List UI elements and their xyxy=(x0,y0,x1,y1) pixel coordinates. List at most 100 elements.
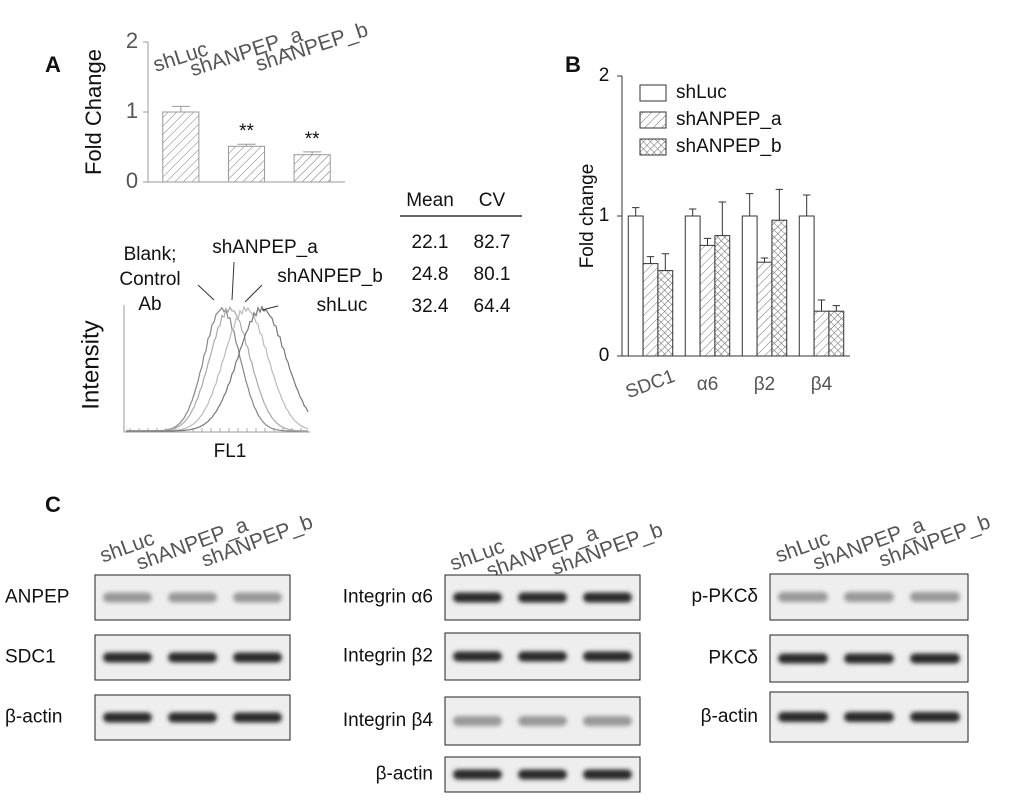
blot-label: p-PKCδ xyxy=(691,586,758,607)
curve-label: shANPEP_a xyxy=(212,237,318,258)
error-bar xyxy=(832,305,841,312)
x-axis-label: FL1 xyxy=(214,441,247,462)
x-tick-label: SDC1 xyxy=(623,366,678,403)
band xyxy=(518,716,567,726)
error-bar xyxy=(303,151,322,155)
band xyxy=(778,712,828,722)
bar xyxy=(627,215,644,357)
bar xyxy=(227,145,266,183)
bar xyxy=(771,219,788,357)
error-bar xyxy=(817,299,826,312)
band xyxy=(453,592,502,603)
band xyxy=(583,716,632,726)
blot-label: ANPEP xyxy=(5,587,69,608)
error-bar xyxy=(775,188,784,221)
y-tick-label: 1 xyxy=(599,205,610,226)
error-bar xyxy=(760,257,769,263)
error-bar xyxy=(237,143,256,147)
annotation: ** xyxy=(239,121,254,142)
panel-label: C xyxy=(45,492,61,517)
x-tick-label: α6 xyxy=(697,374,719,395)
band xyxy=(518,592,567,603)
blot xyxy=(94,634,291,681)
blot-label: β-actin xyxy=(5,707,62,728)
table-cell: 24.8 xyxy=(412,264,449,285)
annotation: ** xyxy=(305,129,320,150)
histogram-curve xyxy=(126,305,309,432)
curve-label: shANPEP_b xyxy=(277,266,383,287)
band xyxy=(103,652,152,663)
band xyxy=(844,592,894,602)
blot xyxy=(444,756,641,793)
table-cell: 64.4 xyxy=(474,296,511,317)
curve-label: Control xyxy=(119,269,180,290)
bar xyxy=(684,215,701,357)
legend-swatch xyxy=(639,111,667,129)
legend-swatch xyxy=(639,138,667,156)
leader-lines xyxy=(197,261,279,311)
error-bar xyxy=(688,208,697,216)
y-tick-label: 1 xyxy=(126,98,138,123)
error-bar xyxy=(171,105,190,112)
blot xyxy=(444,696,641,746)
table-cell: 32.4 xyxy=(412,296,449,317)
curve-label: Blank; xyxy=(124,244,177,265)
error-bar xyxy=(703,237,712,246)
table-cell: 80.1 xyxy=(474,264,511,285)
blot-label: β-actin xyxy=(376,764,433,785)
blot xyxy=(94,694,291,741)
error-bar xyxy=(631,207,640,216)
error-bar xyxy=(646,256,655,264)
error-bar xyxy=(802,194,811,216)
legend-label: shANPEP_a xyxy=(676,109,782,130)
table-cell: 22.1 xyxy=(412,232,449,253)
curve-label: shLuc xyxy=(317,295,368,316)
bar xyxy=(699,244,716,357)
y-axis-label: Intensity xyxy=(77,320,104,409)
error-bar xyxy=(718,201,727,236)
bar xyxy=(828,310,845,357)
blot-label: Integrin β2 xyxy=(343,646,433,667)
blot xyxy=(444,632,641,681)
band xyxy=(583,769,632,780)
band xyxy=(103,592,152,603)
error-bar xyxy=(661,253,670,271)
bar xyxy=(741,215,758,357)
legend-label: shLuc xyxy=(676,82,727,103)
band xyxy=(103,712,152,723)
histogram-curve xyxy=(126,305,309,432)
band xyxy=(910,592,960,602)
table-cell: 82.7 xyxy=(474,232,511,253)
histogram-curve xyxy=(126,305,308,432)
band xyxy=(168,652,217,663)
blot xyxy=(769,634,969,683)
band xyxy=(233,712,282,723)
band xyxy=(910,653,960,664)
blot xyxy=(94,574,291,621)
band xyxy=(844,653,894,664)
blot-label: Integrin β4 xyxy=(343,710,434,731)
y-axis-label: Fold Change xyxy=(81,49,106,175)
table-header: CV xyxy=(479,190,506,211)
bar xyxy=(798,215,815,357)
blot xyxy=(444,574,641,621)
x-tick-label: β4 xyxy=(811,374,833,395)
band xyxy=(168,592,217,603)
legend-swatch xyxy=(639,84,667,102)
curve-label: Ab xyxy=(138,294,161,315)
histogram-curve xyxy=(126,306,308,432)
band xyxy=(778,592,828,602)
y-tick-label: 0 xyxy=(599,345,610,366)
bar xyxy=(714,235,731,357)
bar xyxy=(657,270,674,357)
band xyxy=(583,651,632,662)
legend-label: shANPEP_b xyxy=(676,136,782,157)
y-tick-label: 2 xyxy=(599,65,610,86)
y-axis-label: Fold change xyxy=(577,164,598,269)
error-bar xyxy=(745,193,754,216)
blot xyxy=(769,691,969,743)
band xyxy=(518,769,567,780)
flow-histogram xyxy=(123,305,310,433)
panel-label: B xyxy=(565,52,581,77)
